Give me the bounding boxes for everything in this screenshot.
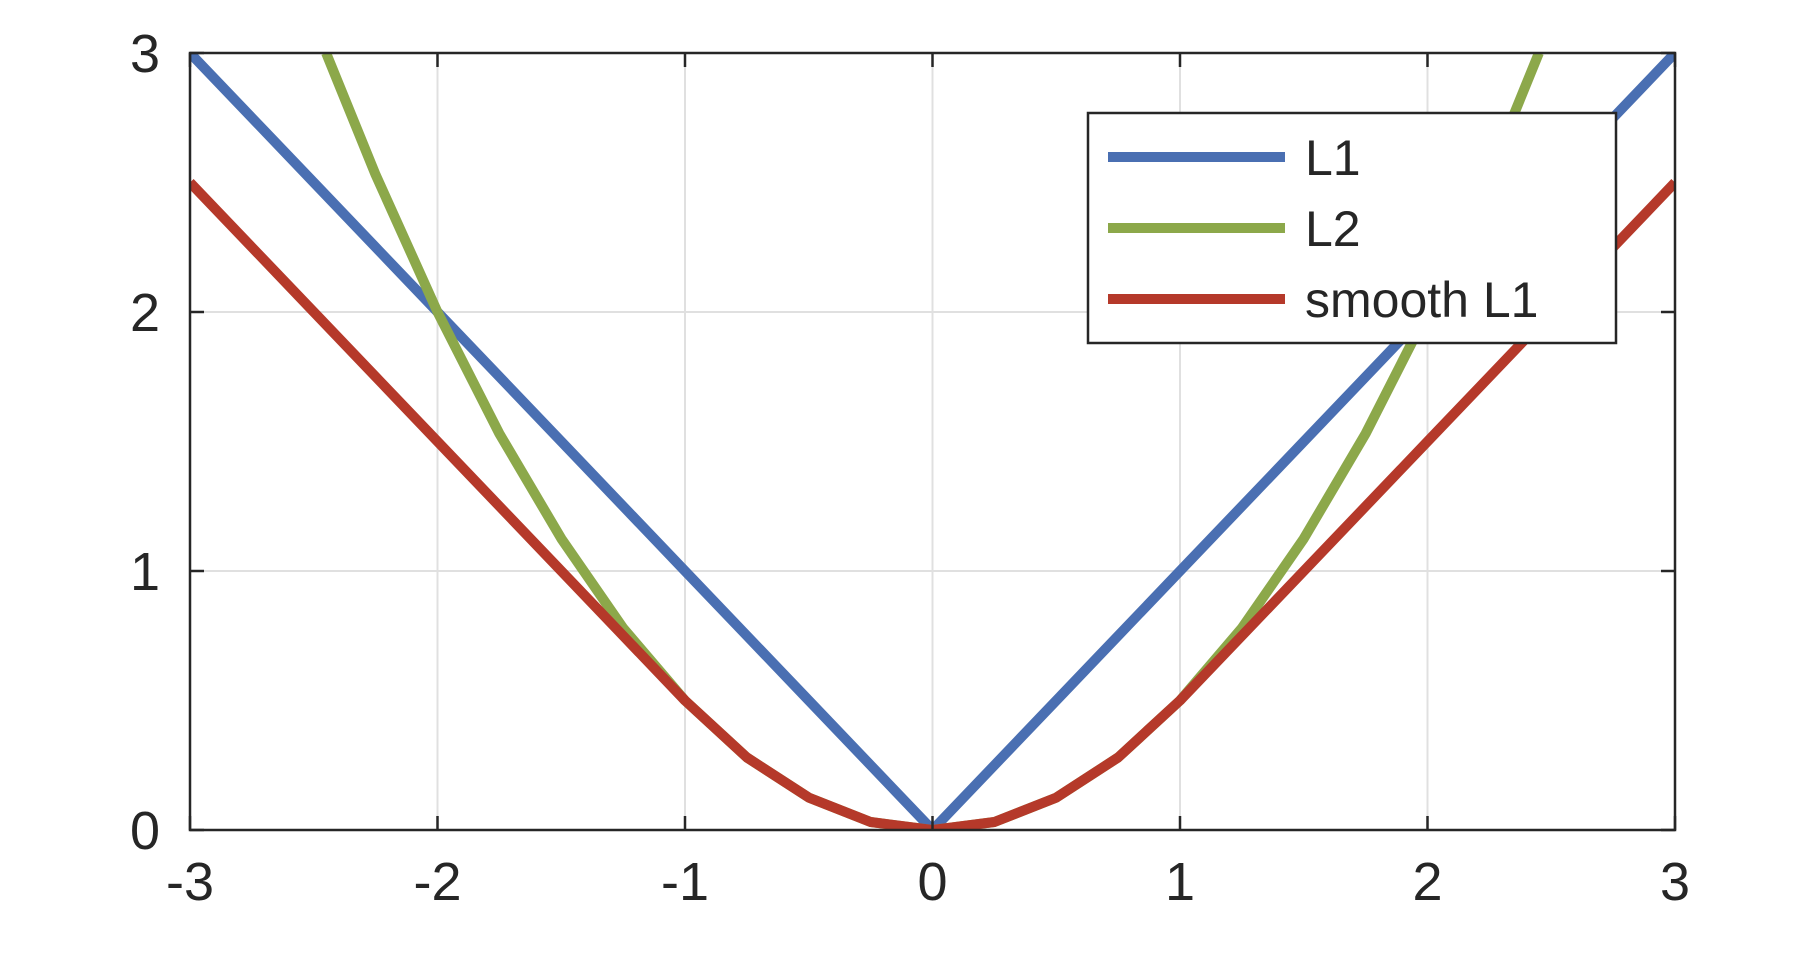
y-tick-label: 3 bbox=[130, 24, 160, 84]
legend: L1 L2 smooth L1 bbox=[1086, 111, 1618, 345]
x-tick-label: -1 bbox=[661, 852, 709, 912]
legend-box bbox=[1086, 111, 1618, 345]
y-tick-label: 1 bbox=[130, 542, 160, 602]
x-tick-label: 1 bbox=[1165, 852, 1195, 912]
y-axis-tick-labels: 0 1 2 3 bbox=[130, 24, 160, 861]
legend-label-l2: L2 bbox=[1305, 201, 1361, 257]
legend-label-smooth-l1: smooth L1 bbox=[1305, 272, 1538, 328]
x-tick-label: 3 bbox=[1660, 852, 1690, 912]
series-line-l2 bbox=[321, 53, 1544, 830]
x-tick-label: 0 bbox=[917, 852, 947, 912]
x-tick-label: -2 bbox=[413, 852, 461, 912]
legend-label-l1: L1 bbox=[1305, 130, 1361, 186]
axis-ticks bbox=[188, 51, 1677, 832]
legend-entries: L1 L2 smooth L1 bbox=[1108, 130, 1538, 328]
x-tick-label: -3 bbox=[166, 852, 214, 912]
y-tick-label: 2 bbox=[130, 283, 160, 343]
x-tick-label: 2 bbox=[1412, 852, 1442, 912]
x-axis-tick-labels: -3 -2 -1 0 1 2 3 bbox=[166, 852, 1690, 912]
y-tick-label: 0 bbox=[130, 801, 160, 861]
series-line-smooth-l1 bbox=[190, 179, 1675, 830]
